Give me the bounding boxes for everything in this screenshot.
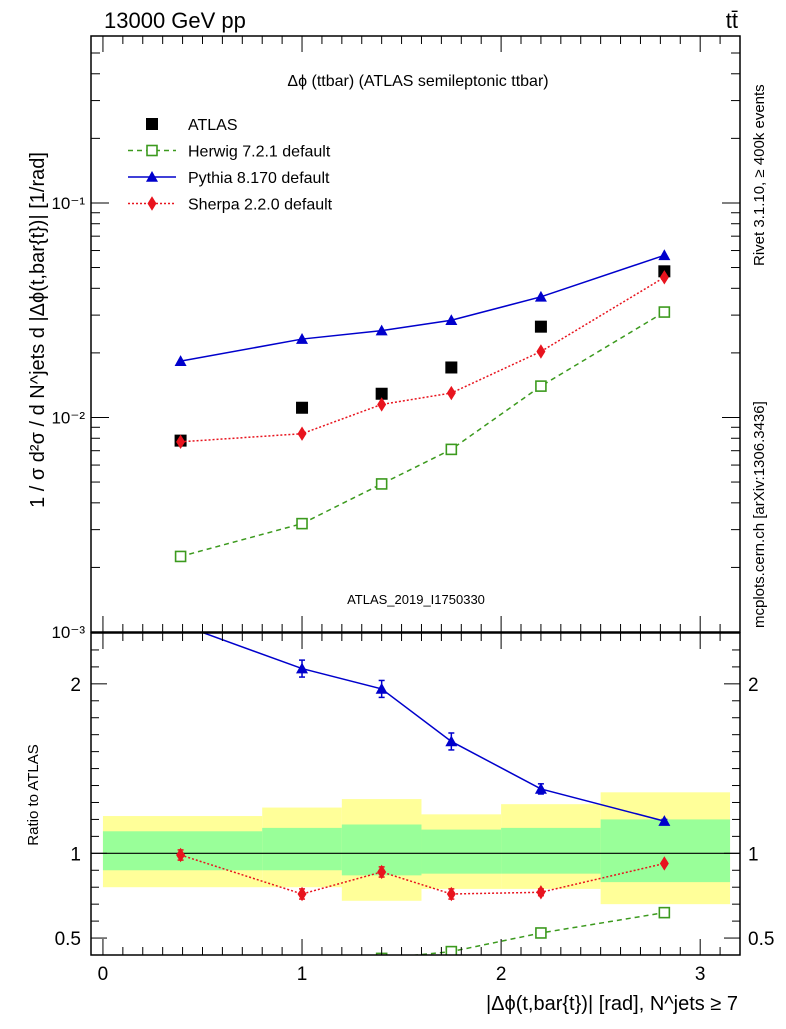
x-tick-label: 0 xyxy=(98,964,109,985)
uncertainty-band-inner xyxy=(102,831,263,871)
data-point xyxy=(375,324,388,336)
ratio-line xyxy=(180,854,665,895)
uncertainty-band-inner xyxy=(501,827,601,874)
ratio-point xyxy=(375,682,388,694)
ratio-line xyxy=(201,633,665,822)
data-point xyxy=(445,443,458,456)
series-line xyxy=(180,276,665,443)
data-point xyxy=(297,426,307,441)
ratio-point xyxy=(377,864,387,880)
main-panel: 10⁻¹ 10⁻² 10⁻³ Δϕ (ttbar) (ATLAS semilepton… xyxy=(27,35,741,642)
data-point xyxy=(174,355,187,366)
legend-marker xyxy=(146,118,158,130)
ratio-y-axis-label: Ratio to ATLAS xyxy=(25,744,42,845)
ratio-y-tick-label-right: 0.5 xyxy=(748,929,774,950)
data-point xyxy=(375,478,388,490)
ratio-point xyxy=(297,886,307,902)
legend-marker xyxy=(147,196,157,211)
ratio-y-tick-label: 1 xyxy=(70,844,81,865)
ratio-point xyxy=(176,969,186,979)
x-tick-label: 3 xyxy=(695,964,706,985)
rivet-label: Rivet 3.1.10, ≥ 400k events xyxy=(751,84,768,266)
ratio-point xyxy=(534,782,547,794)
ratio-point xyxy=(296,662,309,674)
data-point xyxy=(377,397,387,412)
ratio-point xyxy=(658,906,671,919)
ratio-point xyxy=(446,886,456,902)
chart-title: Δϕ (ttbar) (ATLAS semileptonic ttbar) xyxy=(287,73,548,90)
ratio-line xyxy=(408,911,665,955)
data-point xyxy=(446,385,456,401)
legend-label: Pythia 8.170 default xyxy=(188,170,330,187)
header-final-state: tt̄ xyxy=(726,8,738,33)
data-point xyxy=(658,249,671,261)
ratio-panel: 2 2 1 1 0.5 0.5 Ratio to ATLAS 0 1 2 3 |Δϕ(t,bar{t}… xyxy=(25,619,774,1015)
ratio-point xyxy=(175,619,187,630)
ratio-y-tick-label: 0.5 xyxy=(55,929,81,950)
ratio-y-tick-label-right: 1 xyxy=(748,844,759,865)
ratio-y-tick-label-right: 2 xyxy=(748,675,759,696)
ratio-y-tick-label: 2 xyxy=(70,675,81,696)
ratio-point xyxy=(659,856,669,871)
ratio-point xyxy=(536,885,546,900)
x-tick-label: 1 xyxy=(297,964,308,985)
x-tick-label: 2 xyxy=(496,964,507,985)
data-point xyxy=(658,306,671,318)
data-point xyxy=(296,333,309,344)
data-point xyxy=(296,401,309,414)
x-axis-label: |Δϕ(t,bar{t})| [rad], N^jets ≥ 7 xyxy=(486,993,738,1015)
y-tick-label: 10⁻³ xyxy=(51,623,85,642)
ratio-frame xyxy=(90,632,741,956)
y-axis-label: 1 / σ d²σ / d N^jets d |Δϕ(t,bar{t})| [1… xyxy=(27,152,49,508)
header-process: 13000 GeV pp xyxy=(104,8,246,33)
y-tick-label: 10⁻² xyxy=(51,408,85,427)
data-point xyxy=(534,290,547,302)
ratio-point xyxy=(445,735,458,747)
data-point xyxy=(659,270,669,285)
data-point xyxy=(176,434,186,450)
data-point xyxy=(535,380,547,392)
source-label: mcplots.cern.ch [arXiv:1306.3436] xyxy=(751,401,768,628)
uncertainty-band-inner xyxy=(421,829,502,874)
legend-label: ATLAS xyxy=(188,117,238,134)
legend-marker xyxy=(146,144,158,157)
legend-marker xyxy=(146,171,158,182)
analysis-watermark: ATLAS_2019_I1750330 xyxy=(347,592,485,607)
data-point xyxy=(536,344,546,359)
data-point xyxy=(445,361,458,374)
legend-label: Sherpa 2.2.0 default xyxy=(188,197,333,214)
data-point xyxy=(296,517,308,530)
data-point xyxy=(174,550,187,563)
ratio-point xyxy=(658,815,671,826)
ratio-series xyxy=(175,619,671,979)
data-point xyxy=(445,314,458,326)
ratio-point xyxy=(445,945,458,955)
ratio-point xyxy=(176,847,186,863)
uncertainty-band-inner xyxy=(600,819,731,883)
data-point xyxy=(534,320,547,333)
data-point xyxy=(375,387,388,400)
main-frame xyxy=(90,35,741,633)
series-line xyxy=(180,254,665,362)
y-tick-label: 10⁻¹ xyxy=(51,194,85,213)
series-line xyxy=(180,311,665,558)
ratio-point xyxy=(535,927,547,939)
legend-label: Herwig 7.2.1 default xyxy=(188,144,331,161)
uncertainty-band-inner xyxy=(262,827,342,871)
